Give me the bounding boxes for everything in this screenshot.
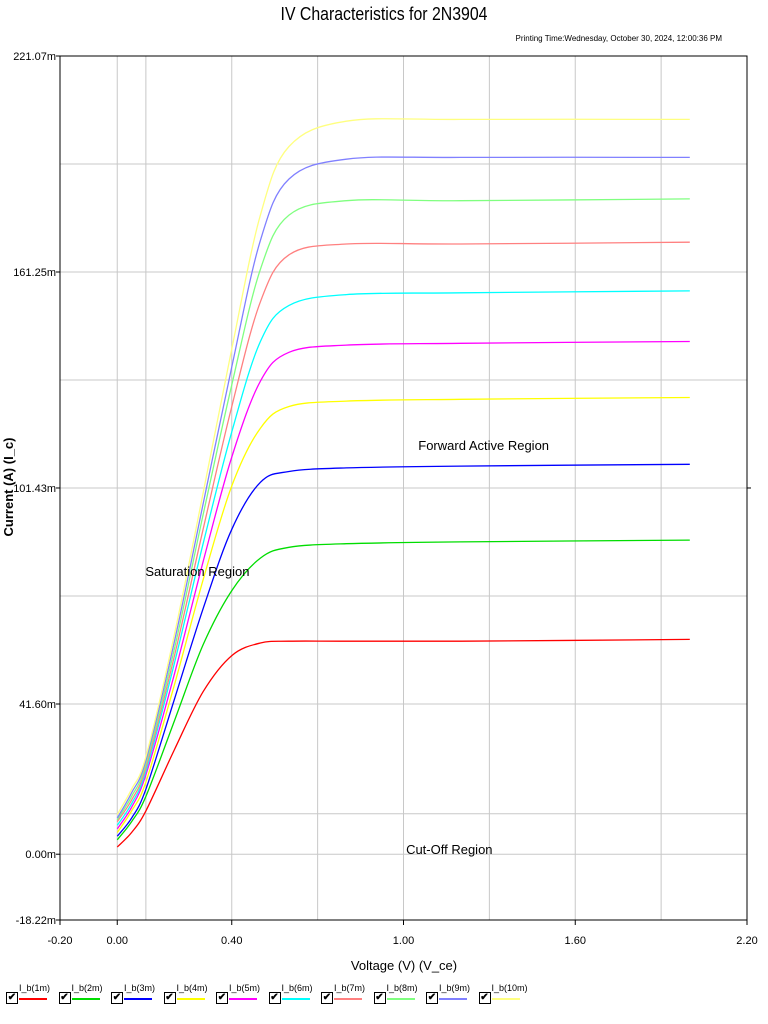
legend-label: I_b(6m) [281, 983, 313, 993]
legend-swatch [491, 998, 520, 1000]
y-axis-label: Current (A) (I_c) [1, 438, 16, 537]
legend-swatch [176, 998, 205, 1000]
axis-ticks: -0.20 0.00 0.40 1.00 1.60 2.20 221.07m 161.25m 1… [13, 51, 758, 947]
annotation-text: Forward Active Region [418, 438, 549, 453]
legend-swatch [124, 998, 152, 1000]
x-tick-label: 1.60 [565, 935, 586, 947]
series-line-ib8m [116, 198, 690, 821]
x-tick-label: 0.00 [107, 935, 128, 947]
y-tick-label: 0.00m [25, 849, 56, 861]
legend-checkbox[interactable]: ✔ [216, 992, 228, 1004]
y-tick-label: 221.07m [13, 51, 56, 63]
series-line-ib3m [116, 463, 690, 837]
legend-label: I_b(3m) [124, 983, 156, 993]
annotations: Forward Active Region Saturation Region Cu… [145, 438, 549, 857]
legend-checkbox[interactable]: ✔ [163, 992, 176, 1004]
legend-label: I_b(4m) [176, 983, 208, 993]
series-line-ib4m [116, 396, 690, 833]
grid [60, 56, 747, 920]
legend-label: I_b(2m) [71, 983, 103, 993]
legend-label: I_b(8m) [386, 983, 418, 993]
series-line-ib10m [116, 118, 690, 815]
legend-swatch [334, 998, 362, 1000]
legend-checkbox[interactable]: ✔ [321, 992, 333, 1004]
legend-checkbox[interactable]: ✔ [478, 992, 491, 1004]
legend-label: I_b(9m) [439, 983, 471, 993]
legend-swatch [439, 998, 467, 1000]
x-tick-label: 2.20 [736, 935, 757, 947]
series-line-ib1m [116, 638, 690, 848]
legend-swatch [71, 998, 100, 1000]
iv-chart: -0.20 0.00 0.40 1.00 1.60 2.20 221.07m 161.25m 1… [1, 51, 758, 973]
y-tick-label: 101.43m [13, 483, 56, 495]
series-line-ib7m [116, 241, 690, 823]
annotation-text: Cut-Off Region [406, 842, 492, 857]
legend-label: I_b(10m) [491, 983, 528, 993]
legend-checkbox[interactable]: ✔ [373, 992, 386, 1004]
legend-label: I_b(1m) [19, 983, 51, 993]
legend-swatch [386, 998, 415, 1000]
legend-checkbox[interactable]: ✔ [58, 992, 71, 1004]
legend-checkbox[interactable]: ✔ [6, 992, 18, 1004]
legend-label: I_b(7m) [334, 983, 366, 993]
legend-label: I_b(5m) [229, 983, 261, 993]
series-line-ib6m [116, 290, 690, 826]
x-axis-label: Voltage (V) (V_ce) [351, 958, 457, 973]
series-line-ib9m [116, 156, 690, 819]
series-line-ib5m [116, 340, 690, 830]
legend-swatch [281, 998, 310, 1000]
chart-title: IV Characteristics for 2N3904 [280, 4, 488, 24]
series-lines [116, 118, 690, 848]
y-tick-label: -18.22m [16, 915, 56, 927]
y-tick-label: 41.60m [19, 699, 56, 711]
series-line-ib2m [116, 539, 690, 841]
legend: ✔ I_b(1m) ✔ I_b(2m) ✔ I_b(3m) ✔ I_b(4m) ✔ I_b(5m)… [6, 983, 766, 1017]
x-tick-label: -0.20 [47, 935, 72, 947]
legend-swatch [19, 998, 47, 1000]
printing-time: Printing Time:Wednesday, October 30, 202… [515, 34, 723, 43]
y-tick-label: 161.25m [13, 267, 56, 279]
legend-checkbox[interactable]: ✔ [426, 992, 438, 1004]
legend-checkbox[interactable]: ✔ [268, 992, 281, 1004]
legend-checkbox[interactable]: ✔ [111, 992, 123, 1004]
x-tick-label: 0.40 [221, 935, 242, 947]
legend-swatch [229, 998, 257, 1000]
annotation-text: Saturation Region [145, 564, 249, 579]
x-tick-label: 1.00 [393, 935, 414, 947]
